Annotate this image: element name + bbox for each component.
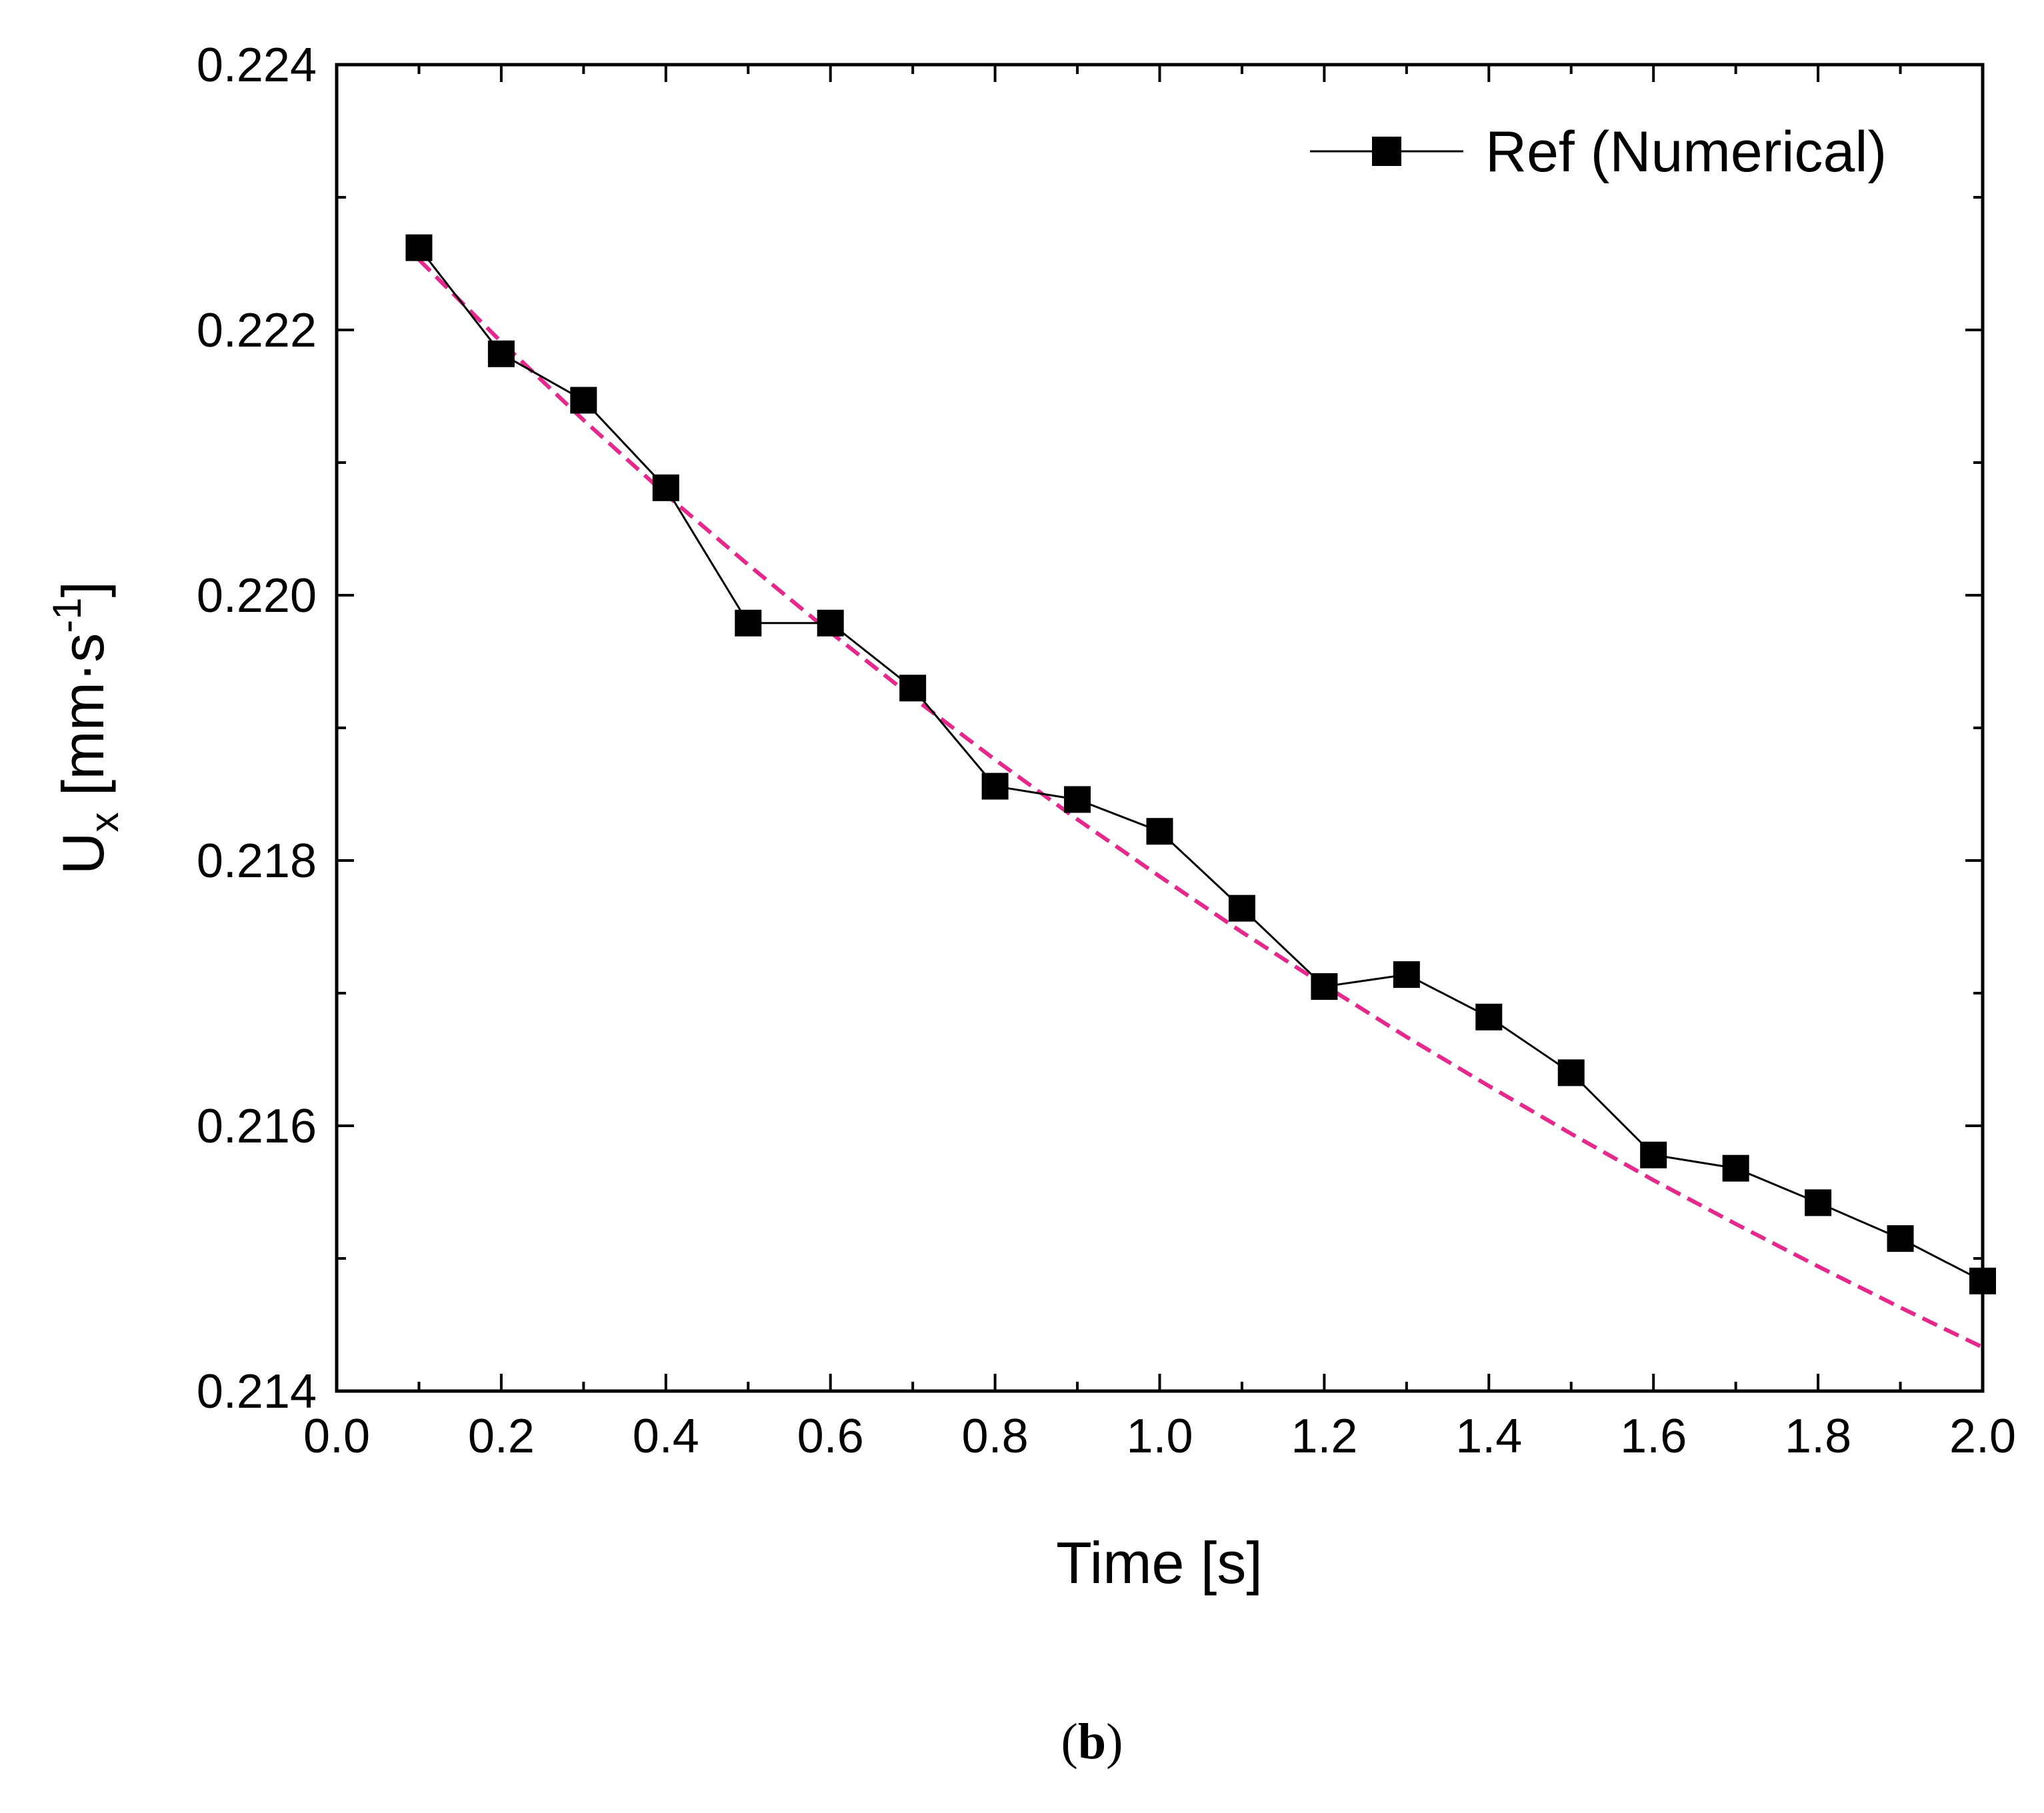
legend: Ref (Numerical) [1310,120,1887,184]
ref-numerical-marker [487,340,515,367]
panel-label-letter: b [1078,1714,1106,1770]
legend-label: Ref (Numerical) [1485,120,1887,184]
ref-numerical-marker [1805,1189,1832,1216]
x-tick-label: 0.4 [633,1410,699,1463]
legend-marker [1372,137,1401,166]
y-tick-label: 0.224 [197,39,317,92]
ref-numerical-marker [652,474,679,501]
x-tick-label: 1.0 [1126,1410,1193,1463]
x-tick-label: 0.2 [468,1410,535,1463]
ref-numerical-marker [405,234,433,261]
ref-numerical-marker [1640,1141,1667,1168]
ref-numerical-marker [1722,1154,1749,1182]
ref-numerical-marker [1146,818,1173,845]
y-axis-title-sup: -1 [45,597,89,633]
ref-numerical-line [418,247,1983,1282]
ref-numerical-marker [1311,973,1338,1000]
y-axis-title-sub: x [82,813,127,833]
panel-label-open: ( [1061,1714,1078,1770]
ref-numerical-marker [1228,895,1255,922]
y-tick-label: 0.216 [197,1100,317,1153]
ref-numerical-marker [1557,1059,1585,1086]
panel-label: (b) [1061,1714,1123,1770]
ref-numerical-marker [570,387,597,414]
fit-curve-dashed [417,258,1984,1350]
y-tick-label: 0.218 [197,835,317,888]
x-tick-label: 1.8 [1785,1410,1851,1463]
ref-numerical-marker [1887,1225,1914,1252]
x-tick-label: 2.0 [1949,1410,2016,1463]
ref-numerical-marker [899,675,927,702]
y-axis-title-base: U [50,833,116,875]
x-tick-label: 1.6 [1620,1410,1687,1463]
x-tick-label: 1.2 [1291,1410,1357,1463]
y-tick-label: 0.222 [197,304,317,357]
plot-area [337,65,1983,1391]
x-tick-label: 0.0 [303,1410,370,1463]
panel-label-close: ) [1106,1714,1123,1770]
ref-numerical-marker [1064,786,1091,813]
ref-numerical-marker [817,609,844,637]
x-tick-label: 1.4 [1455,1410,1522,1463]
y-tick-label: 0.220 [197,569,317,623]
y-tick-label: 0.214 [197,1365,317,1418]
x-tick-label: 0.6 [797,1410,864,1463]
y-axis-title-close: ] [50,581,116,597]
x-tick-label: 0.8 [962,1410,1029,1463]
ref-numerical-marker [1475,1003,1503,1030]
x-axis-title: Time [s] [1056,1530,1263,1596]
ref-numerical-marker [1393,961,1420,988]
y-axis-title-unit: [mm·s [50,633,116,813]
ref-numerical-marker [735,609,762,637]
ref-numerical-marker [981,773,1009,800]
y-axis-title: Ux [mm·s-1] [45,581,127,875]
